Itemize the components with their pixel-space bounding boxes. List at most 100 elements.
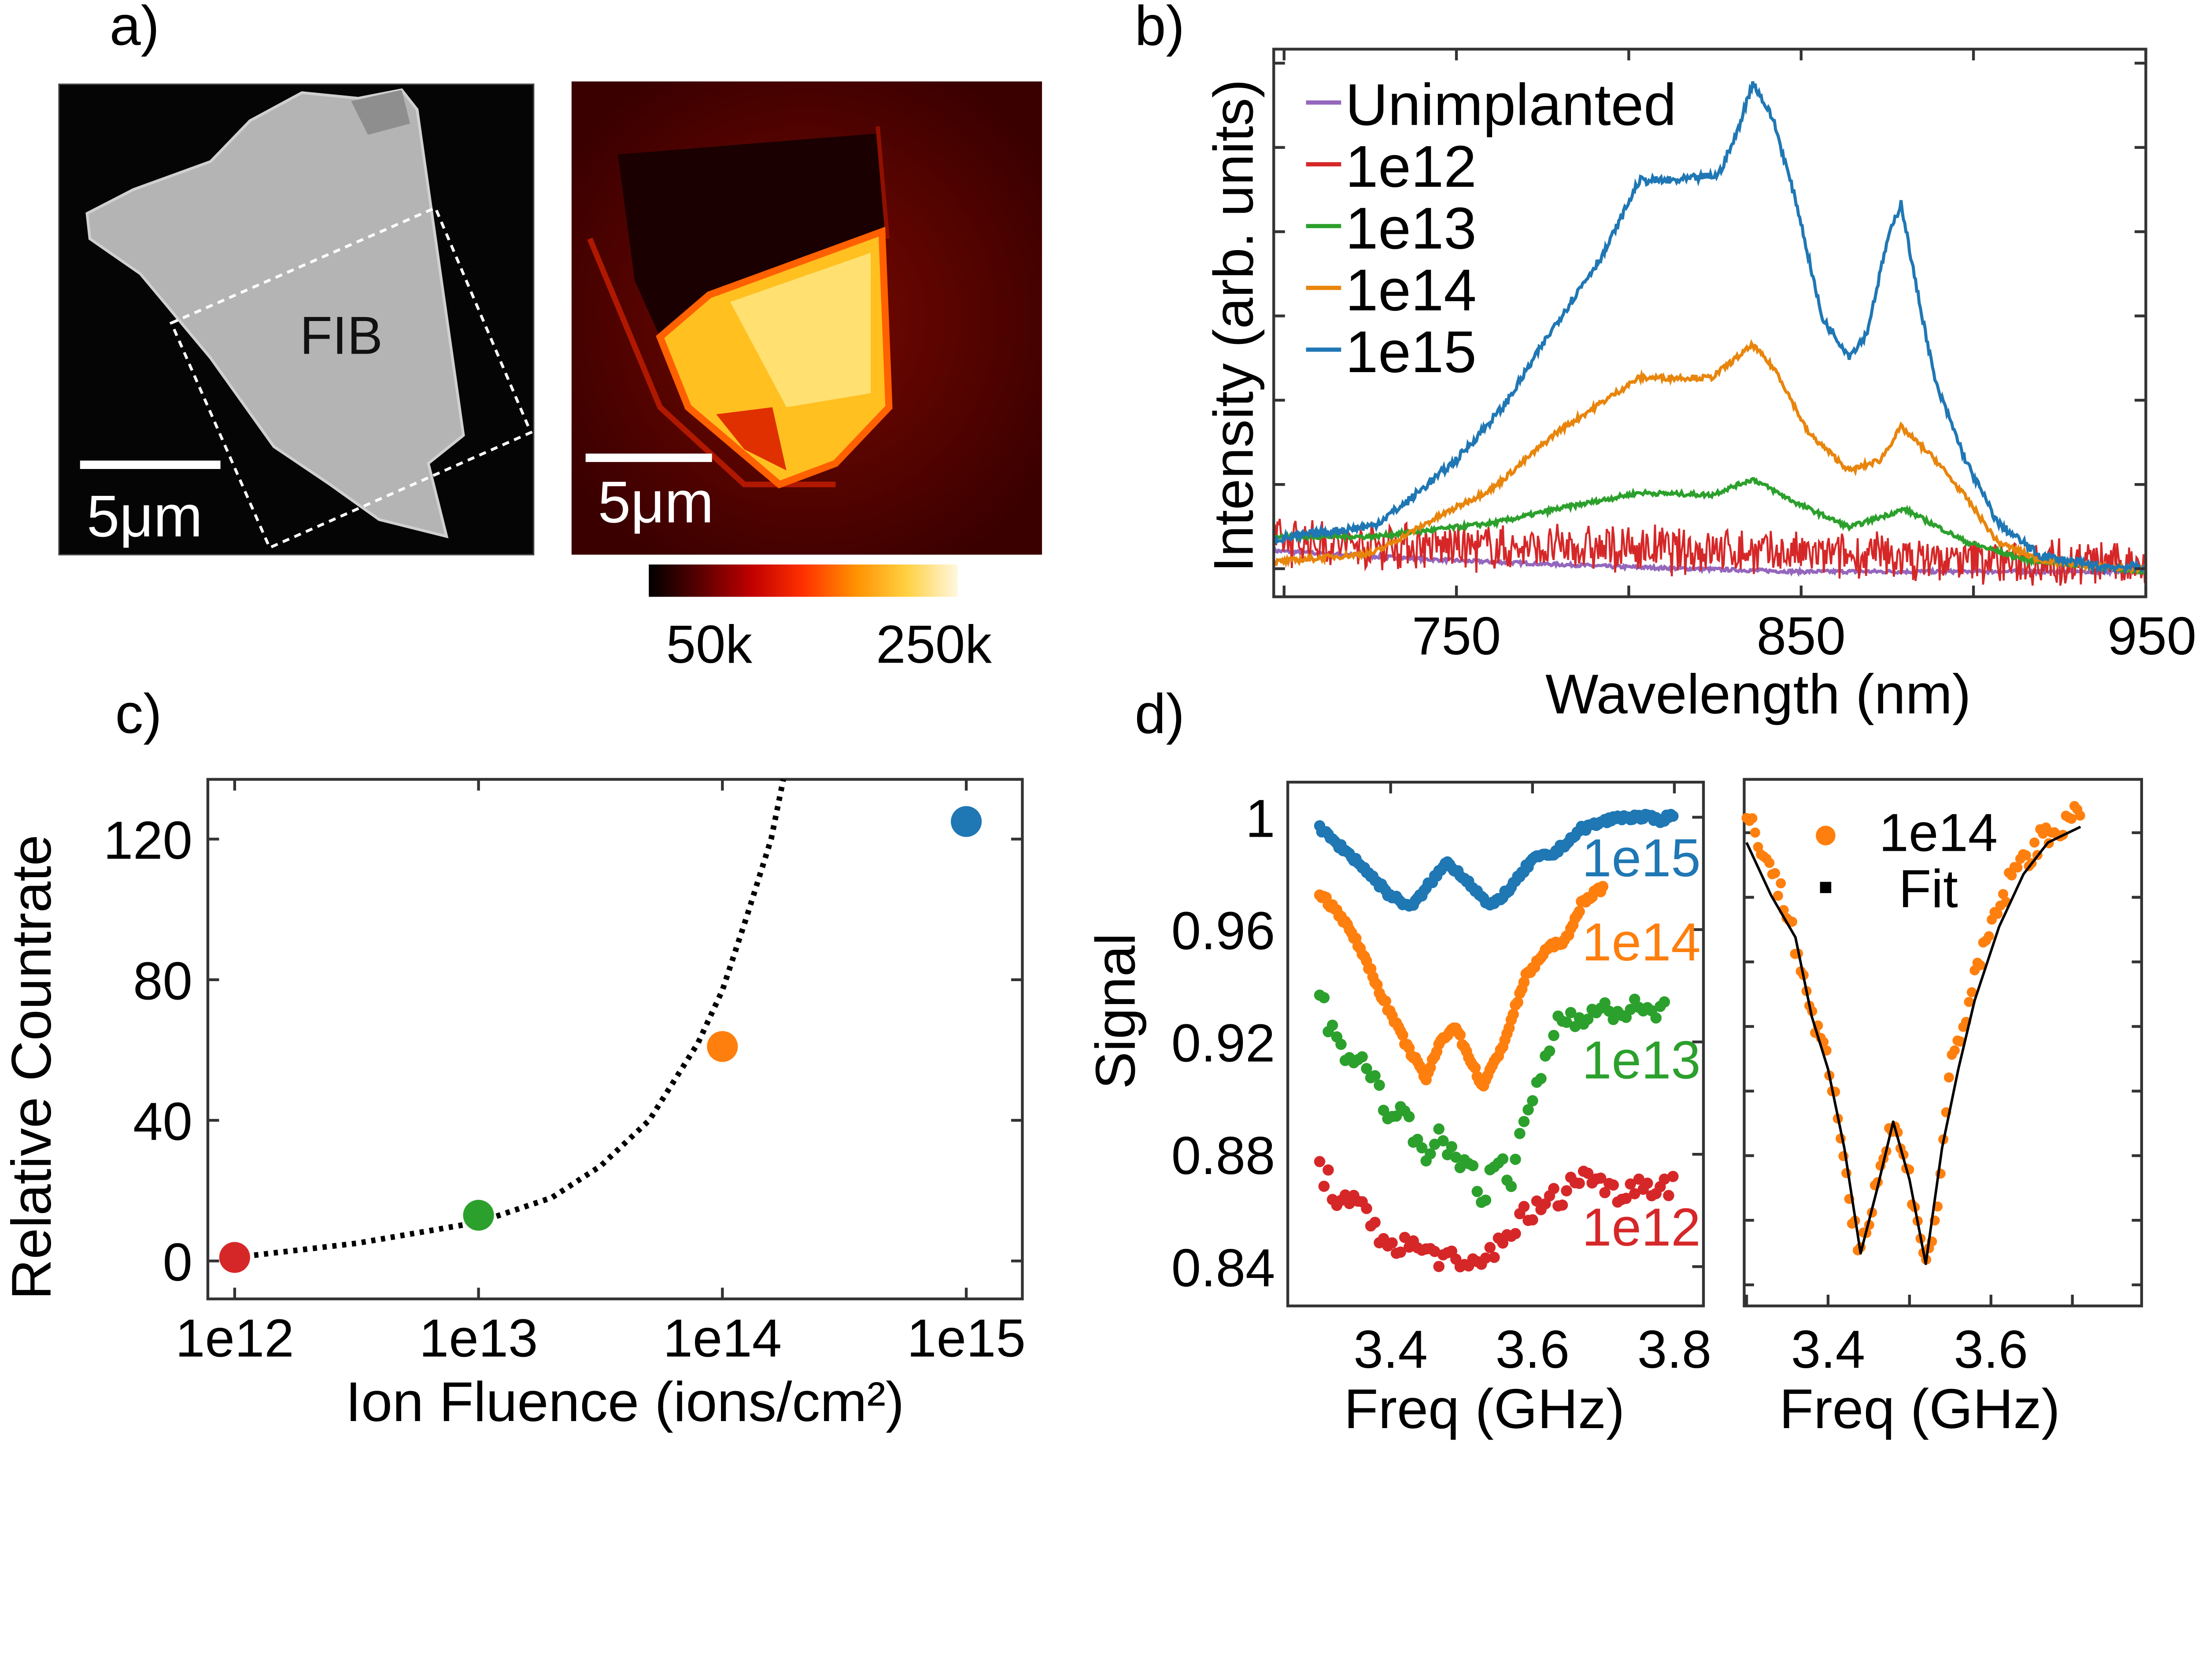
data-point-1e12 [1561, 1185, 1572, 1196]
d-left-ytick-label: 1 [1245, 789, 1275, 849]
data-point-1e13 [1569, 1021, 1581, 1032]
d-right-xtick-label: 3.4 [1791, 1319, 1865, 1379]
data-point-1e13 [1411, 1134, 1423, 1145]
data-point-1e13 [1518, 1116, 1530, 1127]
legend-label-1e14: 1e14 [1879, 802, 1998, 862]
c-xtick-label: 1e12 [175, 1308, 294, 1368]
data-point-1e14 [1512, 997, 1523, 1008]
data-point-1e14 [1975, 960, 1986, 971]
panel-label-d: d) [1135, 683, 1185, 746]
data-point-1e13 [1510, 1153, 1521, 1165]
data-point-1e14 [1776, 878, 1786, 889]
data-point-1e13 [1561, 1016, 1572, 1028]
c-xtick-label: 1e15 [907, 1308, 1026, 1368]
data-point-1e12 [1641, 1178, 1653, 1189]
data-point-1e12 [1314, 1156, 1326, 1167]
data-point-1e12 [1574, 1178, 1585, 1189]
data-point-1e14 [1770, 868, 1781, 879]
panel-label-a: a) [110, 0, 159, 57]
fib-label: FIB [300, 306, 383, 366]
chart-c-countrate: 0 40 80 120 1e12 1e13 1e14 1e15 Ion Fluence (io… [0, 778, 1026, 1433]
data-point-1e14 [1992, 908, 2003, 919]
data-point-1e13 [1318, 992, 1330, 1004]
data-point-1e14 [1469, 1062, 1481, 1074]
data-point-1e13 [1650, 1012, 1662, 1024]
d-left-ytick-label: 0.84 [1171, 1238, 1275, 1298]
data-point-1e13 [1505, 1181, 1517, 1192]
data-point-1e12 [1599, 1187, 1611, 1198]
data-point-1e13 [1433, 1123, 1445, 1135]
data-point-1e12 [1369, 1217, 1381, 1228]
data-point-1e12 [1518, 1201, 1530, 1212]
data-point-1e12 [1323, 1164, 1334, 1176]
data-point-1e14 [2029, 837, 2040, 848]
data-point-1e12 [1595, 1172, 1607, 1184]
data-point-1e13 [1374, 1079, 1385, 1091]
data-point-1e13 [1659, 996, 1670, 1008]
panel-label-b: b) [1135, 0, 1185, 57]
data-point-1e14 [1574, 906, 1585, 917]
data-point-1e14 [2075, 810, 2085, 821]
d-left-ytick-label: 0.88 [1171, 1126, 1275, 1185]
data-point-1e12 [1395, 1246, 1406, 1258]
b-xtick-label: 750 [1412, 606, 1501, 666]
series-label-1e12: 1e12 [1582, 1197, 1701, 1257]
data-point-1e12 [1607, 1179, 1619, 1191]
data-point-1e12 [1489, 1252, 1500, 1263]
colorbar-max-label: 250k [876, 614, 992, 674]
d-left-xtick-label: 3.8 [1637, 1319, 1711, 1379]
data-point-1e12 [1399, 1232, 1411, 1243]
data-point-1e12 [1531, 1195, 1543, 1207]
data-point-1e12 [1620, 1193, 1632, 1204]
series-line-1e15 [1273, 81, 2146, 576]
series-label-1e14: 1e14 [1582, 912, 1701, 972]
d-left-ytick-label: 0.92 [1171, 1013, 1275, 1073]
data-point-1e13 [1378, 1104, 1389, 1116]
data-point-1e14 [1764, 858, 1775, 868]
data-point-1e14 [1380, 995, 1392, 1007]
chart-d-right-fit: 3.4 3.6 1e14 Fit Freq (GHz) [1741, 778, 2143, 1440]
data-point-1e13 [1565, 1007, 1577, 1019]
d-left-axes-frame [1286, 780, 1705, 1307]
data-point-1e14 [1787, 916, 1797, 927]
data-point-1e14 [1984, 931, 1994, 942]
data-point-1e12 [219, 1242, 250, 1273]
data-point-1e14 [1998, 889, 2008, 899]
data-point-1e12 [1429, 1246, 1441, 1257]
data-point-1e12 [1633, 1173, 1645, 1185]
legend-label-1e12: 1e12 [1345, 134, 1477, 199]
data-point-1e14 [1955, 1036, 1966, 1047]
data-point-1e14 [2012, 862, 2023, 873]
sem-scalebar-label: 5μm [87, 484, 203, 549]
data-point-1e13 [1497, 1153, 1509, 1165]
data-point-1e13 [1369, 1070, 1381, 1082]
data-point-1e13 [1450, 1152, 1462, 1163]
legend-label-fit: Fit [1899, 859, 1958, 919]
data-point-1e13 [1548, 1030, 1559, 1041]
c-ytick-label: 120 [103, 810, 192, 870]
data-point-1e13 [1425, 1148, 1436, 1159]
data-point-1e13 [1361, 1063, 1372, 1074]
data-point-1e12 [1625, 1178, 1636, 1190]
data-point-1e12 [1548, 1183, 1559, 1194]
legend-label-1e15: 1e15 [1345, 319, 1477, 385]
chart-d-left-odmr: 1 0.96 0.92 0.88 0.84 3.4 3.6 3.8 1e15 1e14 1e13 1e… [1085, 780, 1711, 1440]
data-point-1e15 [950, 806, 982, 837]
d-right-xlabel: Freq (GHz) [1779, 1378, 2060, 1440]
data-point-1e14 [1454, 1029, 1466, 1041]
d-left-xtick-label: 3.6 [1496, 1319, 1570, 1379]
colorbar-min-label: 50k [666, 614, 753, 674]
data-point-1e14 [1747, 813, 1758, 823]
data-point-1e14 [1397, 1029, 1408, 1041]
c-plot-area: 0 40 80 120 1e12 1e13 1e14 1e15 [103, 778, 1026, 1368]
b-xtick-label: 850 [1757, 606, 1846, 666]
data-point-1e14 [1966, 987, 1977, 997]
data-point-1e12 [1556, 1199, 1568, 1211]
data-point-1e13 [1480, 1194, 1492, 1206]
c-xtick-label: 1e14 [663, 1308, 782, 1368]
data-point-1e15 [1667, 810, 1679, 822]
data-point-1e12 [1582, 1167, 1594, 1179]
data-point-1e14 [2006, 870, 2017, 881]
